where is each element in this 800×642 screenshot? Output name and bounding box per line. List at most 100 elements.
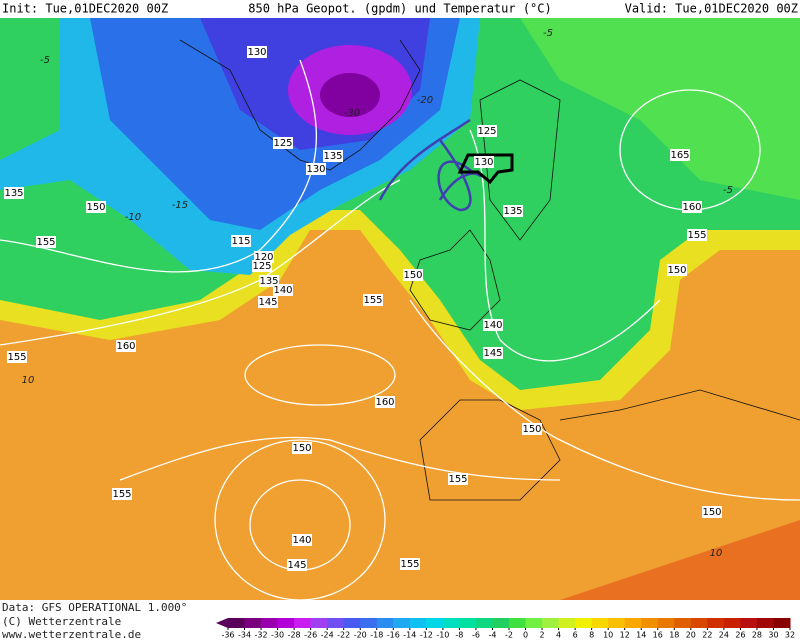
geopotential-label: 155 [687,230,706,241]
geopotential-label: 150 [702,507,721,518]
url: www.wetterzentrale.de [2,628,141,641]
geopotential-label: 125 [477,126,496,137]
contour [244,344,396,406]
colorbar-tick-label: -4 [488,631,496,640]
label-box [702,506,722,518]
colorbar-tick-label: -16 [387,631,400,640]
label-box [483,347,503,359]
label-box [363,294,383,306]
colorbar-arrow [216,618,228,628]
colorbar-segment [360,618,378,628]
label-box [273,137,293,149]
colorbar-segment [608,618,626,628]
colorbar-segment [442,618,460,628]
contour [119,436,561,481]
colorbar-tick-label: 10 [603,631,613,640]
geopotential-label: 160 [116,341,135,352]
label-box [231,235,251,247]
contour [0,179,401,346]
geopotential-label: 155 [448,474,467,485]
label-box [306,163,326,175]
temperature-label: -5 [723,185,733,196]
contour [469,129,661,362]
colorbar-tick-label: -28 [288,631,301,640]
geopotential-label: 150 [667,265,686,276]
colorbar-segment [773,618,791,628]
geopotential-label: 135 [259,276,278,287]
colorbar: -36 -34 -32 -30 -28 -26 -24 -22 -20 -18 -16 -14 -12-… [216,618,795,640]
colorbar-tick-label: -2 [505,631,513,640]
label-box [682,201,702,213]
geopotential-label: 155 [36,237,55,248]
geopotential-label: 140 [292,535,311,546]
colorbar-segment [310,618,328,628]
temperature-label: -10 [125,212,141,223]
label-box [687,229,707,241]
contour [0,59,317,273]
colorbar-segment [740,618,758,628]
label-box [247,46,267,58]
colorbar-segment [261,618,279,628]
temperature-label: 10 [22,375,35,386]
colorbar-tick-label: 28 [752,631,762,640]
trough-annotation [378,118,484,212]
colorbar-tick-label: -12 [420,631,433,640]
colorbar-tick-label: -30 [271,631,284,640]
colorbar-segment [426,618,444,628]
colorbar-tick-label: 2 [540,631,545,640]
label-box [116,340,136,352]
label-box [287,559,307,571]
label-box [292,442,312,454]
colorbar-segment [641,618,659,628]
med-coast [559,389,800,421]
geopotential-label: 155 [112,489,131,500]
cold-core-inner [320,73,380,117]
geopotential-label: 155 [400,559,419,570]
greenland-coast [179,39,421,171]
label-box [252,260,272,272]
label-box [403,269,423,281]
geopotential-label: 130 [474,157,493,168]
colorbar-segment [657,618,675,628]
init-time: Init: Tue,01DEC2020 00Z [2,2,168,16]
colorbar-segment [294,618,312,628]
colorbar-segment [343,618,361,628]
colorbar-segment [409,618,427,628]
light-green [520,18,800,200]
label-box [477,125,497,137]
label-box [112,488,132,500]
geopotential-label: 150 [522,424,541,435]
geopotential-label: 165 [670,150,689,161]
label-box [292,534,312,546]
geopotential-label: 150 [86,202,105,213]
temperature-label: -30 [344,108,360,119]
geopotential-label: 125 [252,261,271,272]
map-field [0,18,800,600]
colorbar-segment [558,618,576,628]
label-box [36,236,56,248]
label-box [86,201,106,213]
contours [0,59,800,601]
colorbar-tick-label: -32 [255,631,268,640]
colorbar-segment [756,618,774,628]
colorbar-tick-label: -34 [238,631,251,640]
colorbar-segment [542,618,560,628]
geopotential-label: 140 [273,285,292,296]
label-box [667,264,687,276]
temperature-label: -5 [543,28,553,39]
temperature-label: 10 [710,548,723,559]
colorbar-tick-label: -26 [304,631,317,640]
label-box [4,187,24,199]
colorbar-tick-label: 12 [620,631,630,640]
colorbar-tick-label: -6 [472,631,480,640]
geopotential-label: 150 [403,270,422,281]
geopotential-label: 125 [273,138,292,149]
label-box [7,351,27,363]
label-box [258,296,278,308]
geopotential-label: 145 [483,348,502,359]
colorbar-segment [492,618,510,628]
copyright: (C) Wetterzentrale [2,615,121,628]
data-source: Data: GFS OPERATIONAL 1.000° [2,601,187,614]
colorbar-segment [327,618,345,628]
